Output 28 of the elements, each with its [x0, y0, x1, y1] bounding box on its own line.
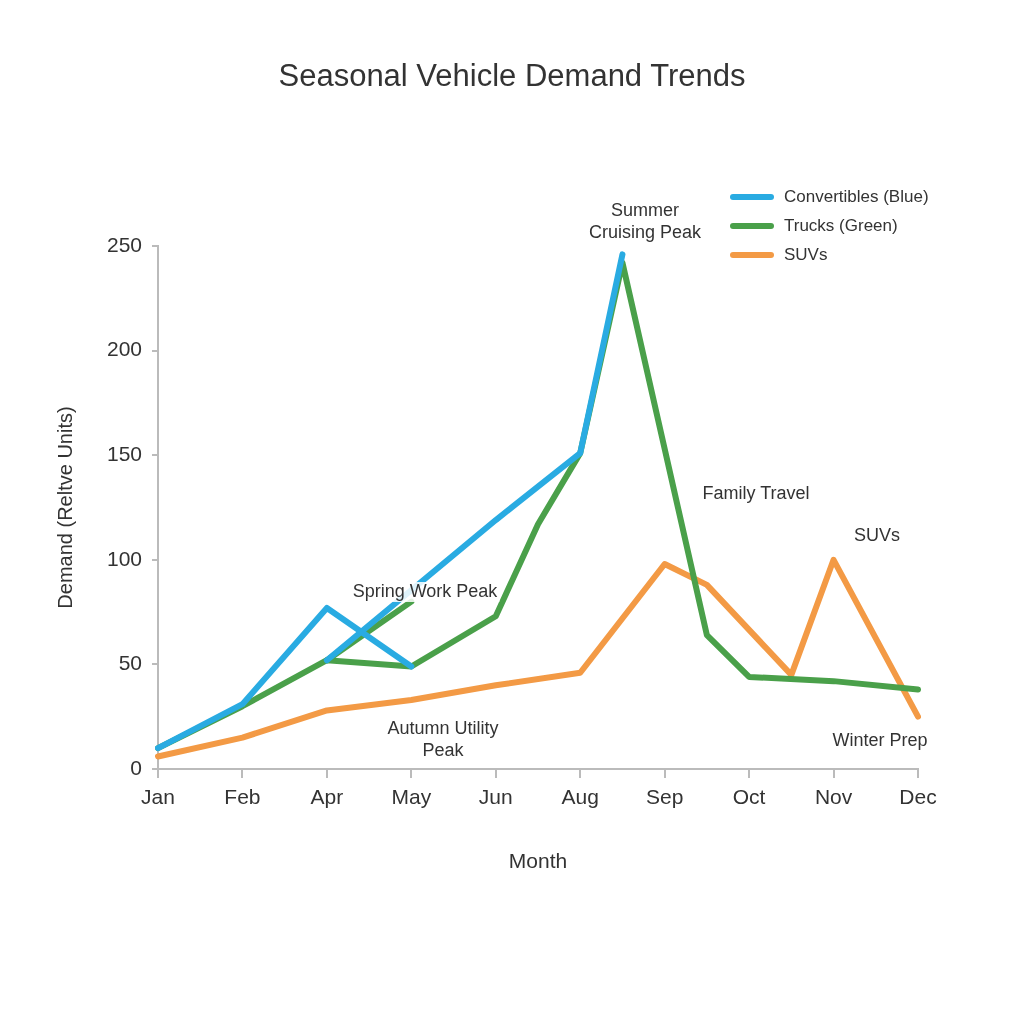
annotation: Family Travel	[702, 482, 810, 503]
annotation: Autumn Utility Peak	[387, 717, 499, 760]
y-tick-label: 250	[106, 232, 142, 256]
x-tick-label: Nov	[814, 785, 853, 809]
x-tick-label: Sep	[645, 785, 684, 809]
x-tick-label: Apr	[310, 785, 344, 809]
annotation: SUVs	[853, 524, 901, 545]
x-tick-label: Jun	[478, 785, 513, 809]
y-axis-title: Demand (Reltve Units)	[53, 406, 76, 609]
x-tick-label: Jan	[141, 785, 175, 809]
x-axis-title: Month	[508, 849, 568, 873]
legend-label: Convertibles (Blue)	[784, 186, 929, 207]
y-tick-label: 100	[106, 546, 142, 570]
x-tick-label: Oct	[732, 785, 766, 809]
text: Summer Cruising Peak	[588, 199, 703, 242]
legend-label: Trucks (Green)	[784, 215, 898, 236]
y-tick-label: 200	[106, 337, 142, 361]
y-tick-label: 50	[118, 651, 142, 675]
annotation: Winter Prep	[832, 729, 928, 750]
x-tick-label: Feb	[224, 785, 261, 809]
chart-title: Seasonal Vehicle Demand Trends	[277, 58, 747, 94]
y-tick-label: 150	[106, 442, 142, 465]
x-tick-label: May	[391, 785, 432, 809]
legend-label: SUVs	[784, 244, 828, 265]
x-tick-label: Dec	[899, 785, 937, 809]
y-tick-label: 0	[130, 755, 142, 779]
x-tick-label: Aug	[561, 785, 599, 809]
annotation: Spring Work Peak	[352, 580, 499, 601]
